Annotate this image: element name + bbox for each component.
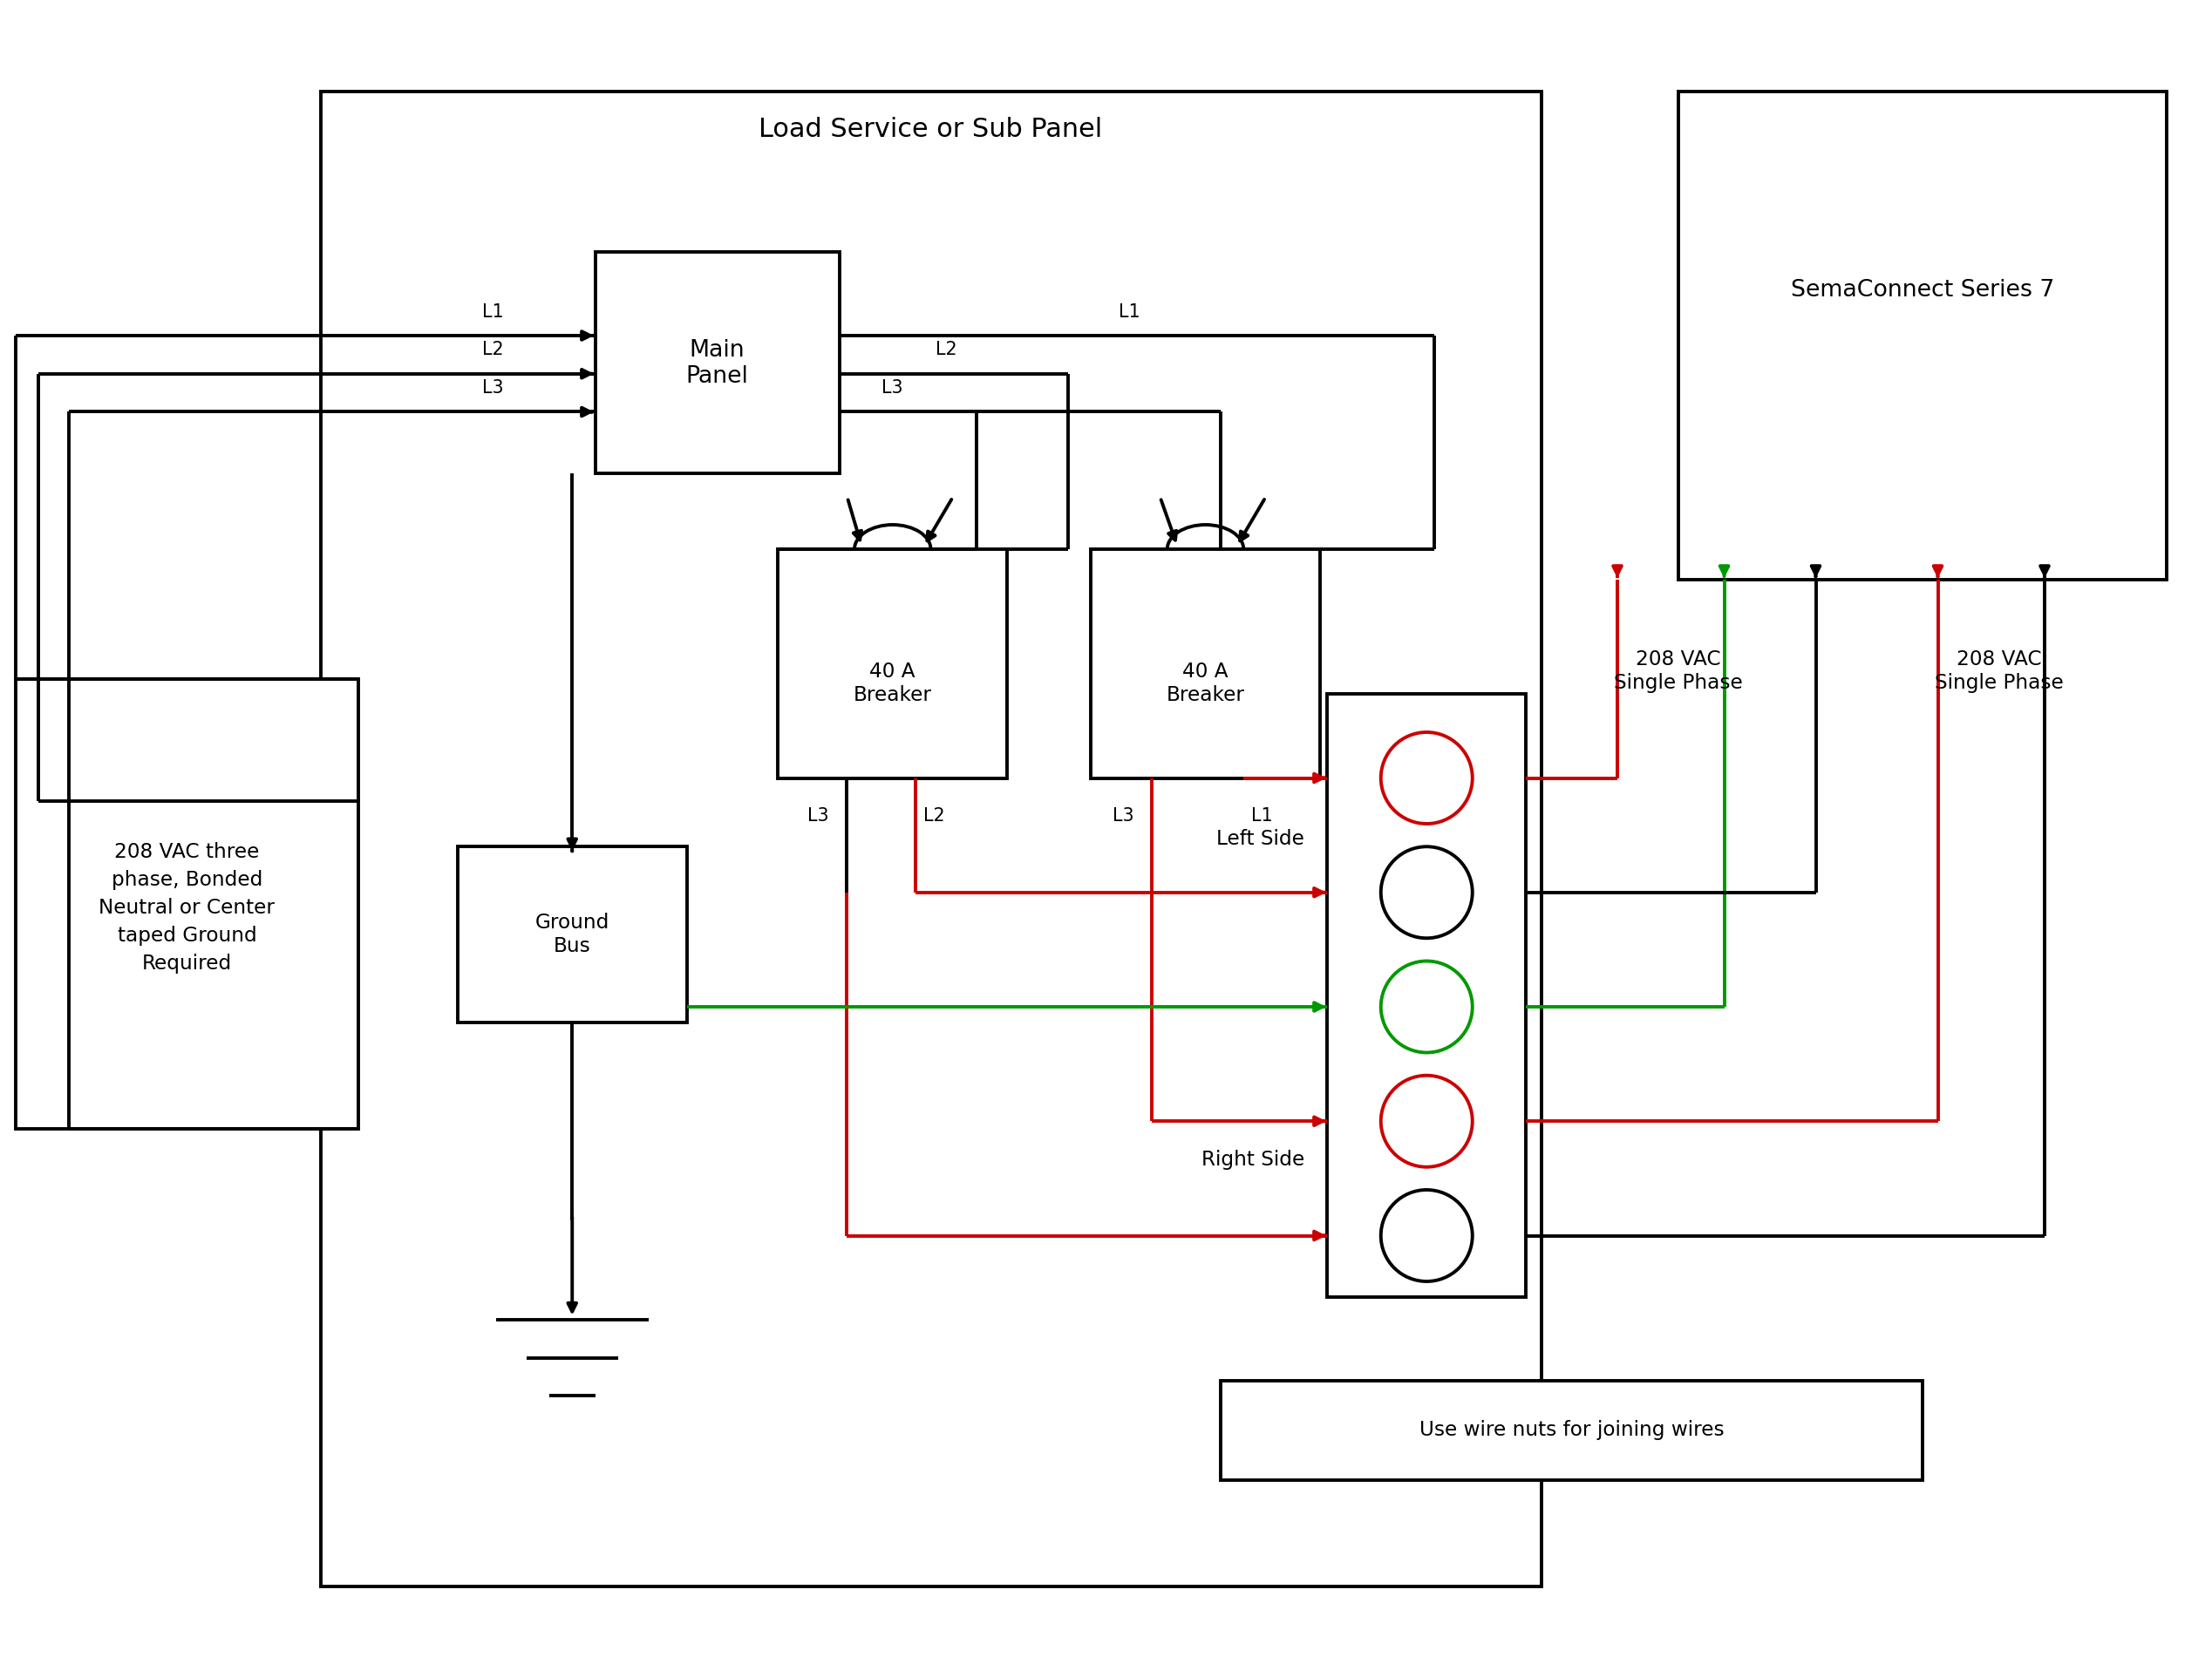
Bar <box>1221 1381 1922 1480</box>
Bar <box>595 252 838 473</box>
Bar <box>1327 695 1526 1297</box>
Bar <box>15 680 358 1129</box>
Text: L1: L1 <box>1252 807 1272 826</box>
Text: Ground
Bus: Ground Bus <box>535 913 608 956</box>
Text: L2: L2 <box>922 807 945 826</box>
Text: 40 A
Breaker: 40 A Breaker <box>1166 661 1245 705</box>
Text: L3: L3 <box>883 379 902 396</box>
Bar <box>779 549 1006 779</box>
Circle shape <box>1380 961 1473 1052</box>
Text: 208 VAC three
phase, Bonded
Neutral or Center
taped Ground
Required: 208 VAC three phase, Bonded Neutral or C… <box>100 842 274 973</box>
Text: L1: L1 <box>1117 304 1139 320</box>
Bar <box>321 92 1542 1586</box>
Text: Load Service or Sub Panel: Load Service or Sub Panel <box>759 117 1102 143</box>
Bar <box>458 847 686 1022</box>
Text: SemaConnect Series 7: SemaConnect Series 7 <box>1790 279 2055 300</box>
Text: Right Side: Right Side <box>1201 1149 1305 1170</box>
Text: Left Side: Left Side <box>1217 829 1305 849</box>
Text: L3: L3 <box>482 379 504 396</box>
Circle shape <box>1380 1076 1473 1166</box>
Bar <box>1091 549 1321 779</box>
Circle shape <box>1380 732 1473 824</box>
Bar <box>1679 92 2166 579</box>
Text: L2: L2 <box>482 341 504 359</box>
Text: L3: L3 <box>807 807 827 826</box>
Text: Use wire nuts for joining wires: Use wire nuts for joining wires <box>1418 1420 1723 1440</box>
Text: L3: L3 <box>1113 807 1133 826</box>
Text: 40 A
Breaker: 40 A Breaker <box>854 661 931 705</box>
Circle shape <box>1380 847 1473 938</box>
Text: L2: L2 <box>936 341 956 359</box>
Text: Main
Panel: Main Panel <box>686 339 748 388</box>
Text: L1: L1 <box>482 304 504 320</box>
Text: 208 VAC
Single Phase: 208 VAC Single Phase <box>1615 649 1743 693</box>
Text: 208 VAC
Single Phase: 208 VAC Single Phase <box>1933 649 2064 693</box>
Circle shape <box>1380 1190 1473 1282</box>
